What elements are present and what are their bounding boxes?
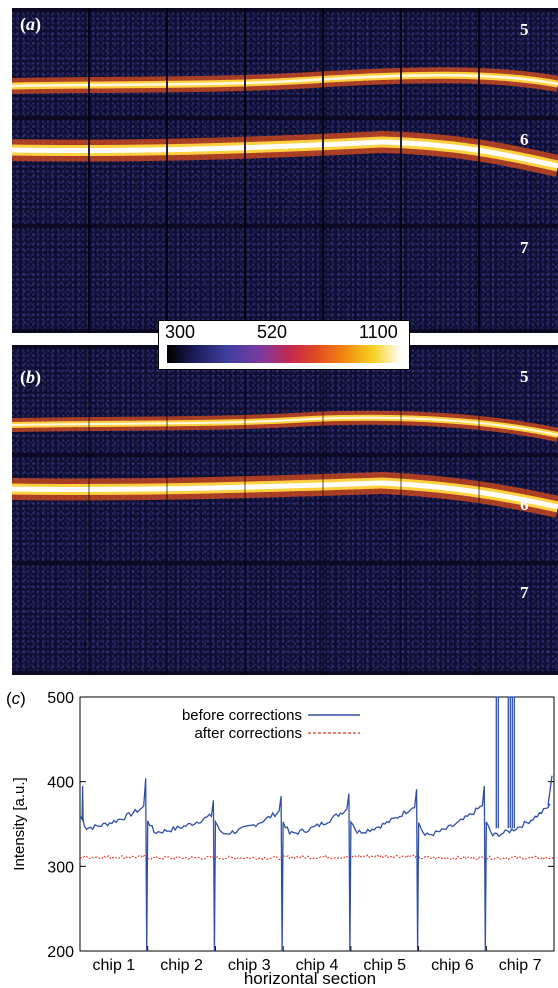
series-line-before-corrections bbox=[79, 696, 553, 952]
y-tick-label: 500 bbox=[47, 690, 74, 707]
panel-b-image: (b) 5 6 7 bbox=[12, 345, 558, 675]
panel-label-a: (a) bbox=[20, 14, 41, 34]
chip-seam bbox=[166, 8, 168, 333]
chip-seam bbox=[478, 345, 480, 675]
colorbar: 300 520 1100 bbox=[158, 320, 410, 370]
plot-frame bbox=[79, 696, 555, 952]
row-label: 5 bbox=[520, 367, 529, 386]
chip-seam bbox=[322, 8, 324, 333]
x-tick-label: chip 1 bbox=[93, 957, 136, 974]
row-label: 6 bbox=[520, 495, 529, 514]
detector-strip-a7 bbox=[12, 228, 558, 329]
legend-label-before: before corrections bbox=[182, 707, 302, 724]
x-tick-label: chip 3 bbox=[228, 957, 271, 974]
chip-seam bbox=[244, 8, 246, 333]
chip-seam bbox=[478, 8, 480, 333]
intensity-chart: (c) 200 300 400 500 chip 1 chip 2 chip 3 chip … bbox=[6, 689, 555, 988]
legend: before corrections after corrections bbox=[182, 707, 360, 742]
beam-trace-a5 bbox=[12, 67, 558, 94]
colorbar-label: 1100 bbox=[359, 322, 398, 342]
beam-trace-a6 bbox=[12, 130, 558, 177]
chip-seam bbox=[166, 345, 168, 675]
y-tick-label: 300 bbox=[47, 859, 74, 876]
beam-trace-b5 bbox=[12, 410, 558, 442]
beam-trace-b6 bbox=[12, 471, 558, 518]
row-label: 7 bbox=[520, 238, 529, 257]
x-tick-label: chip 7 bbox=[499, 957, 542, 974]
x-tick-label: chip 4 bbox=[296, 957, 339, 974]
chip-seam bbox=[400, 8, 402, 333]
x-tick-label: chip 5 bbox=[363, 957, 406, 974]
x-axis-label: horizontal section bbox=[244, 969, 376, 988]
colorbar-gradient bbox=[167, 345, 401, 363]
panel-label-c: (c) bbox=[6, 689, 26, 708]
row-label: 6 bbox=[520, 130, 529, 149]
x-tick-label: chip 6 bbox=[431, 957, 474, 974]
row-label: 5 bbox=[520, 20, 529, 39]
chip-seam bbox=[244, 345, 246, 675]
detector-strip-a6 bbox=[12, 120, 558, 224]
detector-strip-a5 bbox=[12, 12, 558, 116]
chip-seam bbox=[400, 345, 402, 675]
panel-a-image: (a) 5 6 7 bbox=[12, 8, 558, 333]
y-tick-label: 200 bbox=[47, 944, 74, 961]
detector-strip-b6 bbox=[12, 457, 558, 561]
chip-seam bbox=[322, 345, 324, 675]
y-tick-label: 400 bbox=[47, 775, 74, 792]
detector-strip-b7 bbox=[12, 565, 558, 671]
y-axis-label: Intensity [a.u.] bbox=[11, 777, 28, 870]
x-tick-label: chip 2 bbox=[160, 957, 203, 974]
row-label: 7 bbox=[520, 583, 529, 602]
legend-label-after: after corrections bbox=[194, 725, 302, 742]
colorbar-label: 300 bbox=[165, 322, 196, 342]
chip-seam bbox=[88, 345, 90, 675]
panel-label-b: (b) bbox=[20, 367, 41, 387]
chip-seam bbox=[88, 8, 90, 333]
colorbar-label: 520 bbox=[257, 322, 288, 342]
series-line-after-corrections bbox=[79, 853, 555, 862]
